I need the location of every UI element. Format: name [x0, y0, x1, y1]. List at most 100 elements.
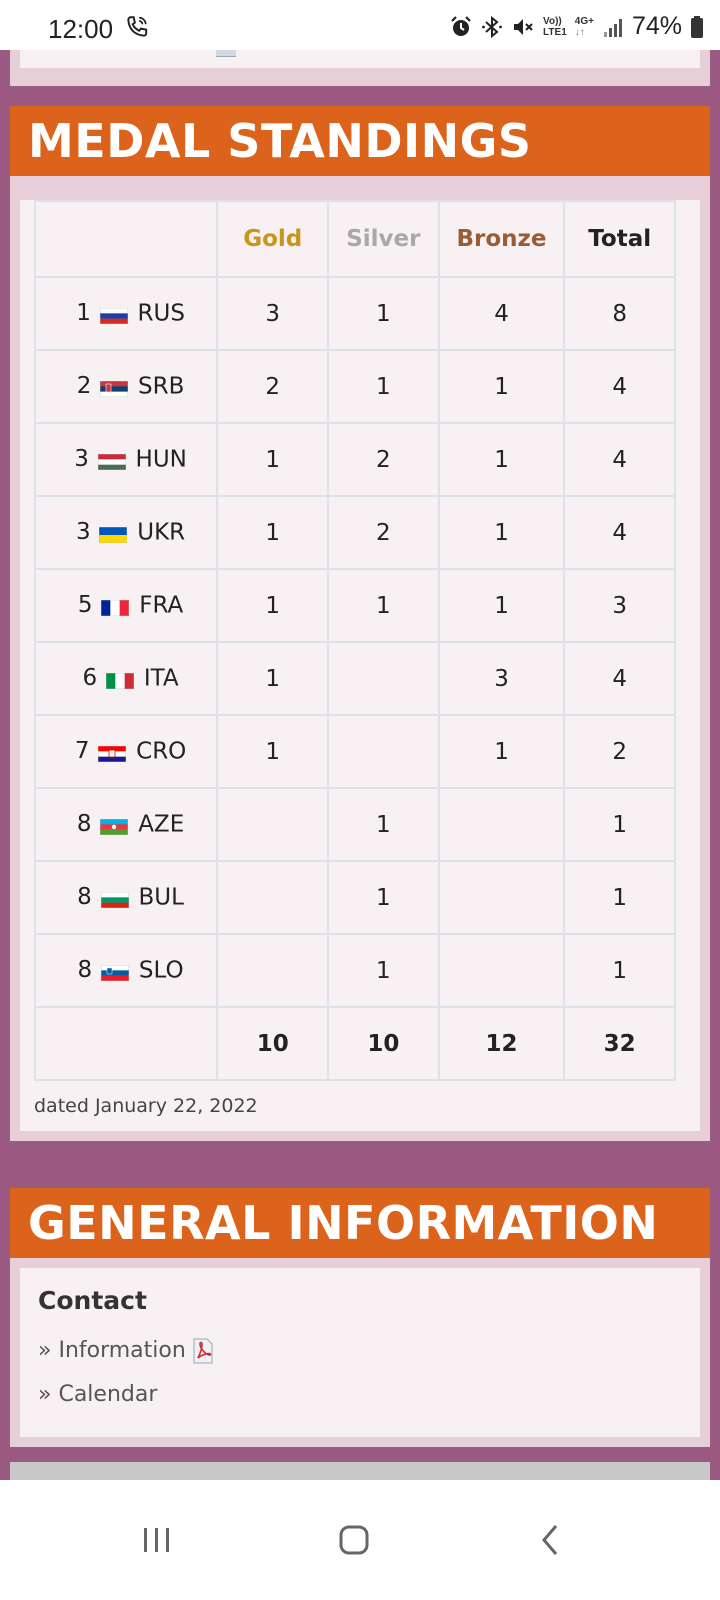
- country-code: HUN: [135, 446, 187, 473]
- nation-cell: 1 RUS: [33, 276, 219, 351]
- header-nation: [33, 200, 219, 278]
- total-count: 3: [563, 568, 676, 643]
- total-count: 4: [563, 495, 676, 570]
- silver-count: 1: [327, 349, 440, 424]
- home-icon[interactable]: [324, 1510, 384, 1570]
- network-top-label: Vo)): [543, 15, 562, 27]
- document-icon: [216, 50, 236, 57]
- silver-count: 1: [327, 933, 440, 1008]
- gold-count: 1: [216, 641, 329, 716]
- navigation-bar: [0, 1480, 720, 1600]
- signal-icon: [603, 18, 622, 37]
- country-code: ITA: [143, 665, 179, 692]
- silver-count: 1: [327, 860, 440, 935]
- gold-count: 1: [216, 568, 329, 643]
- nation-cell: 6 ITA: [33, 641, 219, 716]
- table-row: 1 RUS 3 1 4 8: [33, 276, 676, 351]
- status-bar: 12:00 Vo)) LTE1 4G+ ↓↑: [0, 0, 720, 50]
- total-count: 2: [563, 714, 676, 789]
- gold-count: 2: [216, 349, 329, 424]
- general-information-content: Contact » Information » Calendar: [20, 1268, 700, 1437]
- battery-percent: 74%: [631, 12, 682, 40]
- bronze-count: [437, 933, 566, 1008]
- table-row: 5 FRA 1 1 1 3: [33, 568, 676, 643]
- contact-title: Contact: [38, 1286, 147, 1315]
- country-code: FRA: [139, 592, 184, 619]
- flag-croatia-icon: [97, 742, 127, 763]
- back-icon[interactable]: [522, 1510, 582, 1570]
- previous-section-content: [20, 50, 700, 68]
- silver-count: 2: [327, 495, 440, 570]
- rank: 6: [82, 665, 98, 692]
- phone-call-icon: [127, 16, 148, 37]
- country-code: AZE: [138, 811, 185, 838]
- bluetooth-icon: [482, 15, 502, 38]
- gold-count: 1: [216, 422, 329, 497]
- pdf-icon[interactable]: [192, 1338, 214, 1364]
- gold-count: 3: [216, 276, 329, 351]
- total-count: 1: [563, 933, 676, 1008]
- general-information-title: GENERAL INFORMATION: [10, 1188, 710, 1258]
- bronze-count: 1: [437, 422, 566, 497]
- header-bronze: Bronze: [437, 200, 566, 278]
- flag-azerbaijan-icon: [99, 815, 129, 836]
- bronze-count: 4: [437, 276, 566, 351]
- network-bottom-label: LTE1: [543, 26, 567, 38]
- header-silver: Silver: [327, 200, 440, 278]
- total-count: 1: [563, 787, 676, 862]
- total-count: 4: [563, 349, 676, 424]
- flag-italy-icon: [105, 669, 135, 690]
- country-code: RUS: [137, 300, 185, 327]
- information-link-label: » Information: [38, 1338, 186, 1363]
- flag-bulgaria-icon: [100, 888, 129, 909]
- table-row: 7 CRO 1 1 2: [33, 714, 676, 789]
- mute-icon: [514, 18, 533, 35]
- table-row: 6 ITA 1 3 4: [33, 641, 676, 716]
- country-code: CRO: [136, 738, 187, 765]
- rank: 3: [74, 446, 89, 473]
- flag-ukraine-icon: [98, 523, 128, 544]
- nation-cell: 8 BUL: [33, 860, 219, 935]
- country-code: SLO: [138, 957, 184, 984]
- data-indicator: 4G+ ↓↑: [574, 15, 594, 38]
- totals-label: [33, 1006, 219, 1081]
- rank: 7: [74, 738, 90, 765]
- table-row: 3 UKR 1 2 1 4: [33, 495, 676, 570]
- total-count: 8: [563, 276, 676, 351]
- battery-icon: [691, 15, 703, 38]
- dated-note: dated January 22, 2022: [34, 1095, 258, 1117]
- information-link[interactable]: » Information: [38, 1329, 682, 1373]
- rank: 8: [76, 811, 92, 838]
- data-label: 4G+: [574, 15, 594, 27]
- bronze-count: 1: [437, 495, 566, 570]
- total-count: 1: [563, 860, 676, 935]
- silver-count: 1: [327, 568, 440, 643]
- nation-cell: 8 SLO: [33, 933, 219, 1008]
- total-silver: 10: [327, 1006, 440, 1081]
- medal-standings-panel: Gold Silver Bronze Total 1 RUS 3 1 4 8 2 S…: [10, 176, 710, 1141]
- table-row: 8 AZE 1 1: [33, 787, 676, 862]
- silver-count: 2: [327, 422, 440, 497]
- calendar-link[interactable]: » Calendar: [38, 1373, 682, 1417]
- status-icons: Vo)) LTE1 4G+ ↓↑ 74%: [449, 12, 704, 41]
- gold-count: [216, 933, 329, 1008]
- next-section-strip: [10, 1462, 710, 1482]
- silver-count: [327, 641, 440, 716]
- general-information-section: GENERAL INFORMATION Contact » Informatio…: [10, 1188, 710, 1447]
- total-bronze: 12: [437, 1006, 566, 1081]
- recent-apps-icon[interactable]: [126, 1510, 186, 1570]
- bronze-count: 1: [437, 714, 566, 789]
- gold-count: [216, 860, 329, 935]
- header-gold: Gold: [216, 200, 329, 278]
- rank: 2: [76, 373, 92, 400]
- medal-standings-title: MEDAL STANDINGS: [10, 106, 710, 176]
- rank: 8: [77, 884, 92, 911]
- country-code: SRB: [138, 373, 185, 400]
- nation-cell: 8 AZE: [33, 787, 219, 862]
- network-labels: Vo)) LTE1: [543, 16, 567, 38]
- bronze-count: 1: [437, 568, 566, 643]
- alarm-icon: [451, 15, 471, 36]
- country-code: BUL: [138, 884, 184, 911]
- bronze-count: 1: [437, 349, 566, 424]
- nation-cell: 2 SRB: [33, 349, 219, 424]
